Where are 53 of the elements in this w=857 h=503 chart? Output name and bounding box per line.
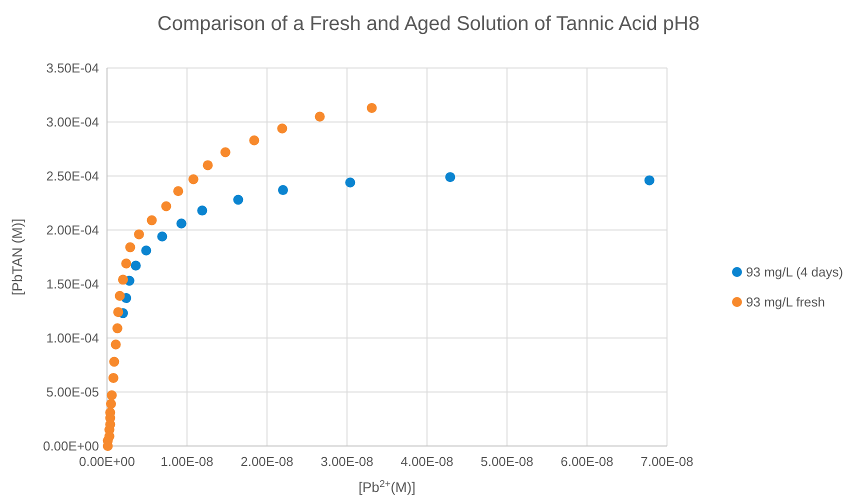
x-axis-title: [Pb$^{2+}$(M)] [358, 478, 416, 495]
y-tick-label: 3.50E-04 [46, 60, 99, 76]
point [644, 175, 654, 186]
point [366, 102, 377, 113]
point [173, 186, 184, 196]
point [202, 160, 213, 170]
y-tick-label: 5.00E-05 [46, 384, 99, 400]
x-tick-label: 2.00E-08 [240, 454, 294, 469]
y-tick-label: 0.00E+00 [42, 438, 99, 454]
legend-label: 93 mg/L (4 days) [746, 264, 844, 280]
x-tick-label: 6.00E-08 [560, 454, 614, 469]
y-axis-title: [PbTAN (M)] [9, 218, 25, 296]
point [108, 372, 118, 383]
point [345, 177, 356, 188]
x-tick-label: 4.00E-08 [400, 454, 454, 469]
x-tick-label: 7.00E-08 [640, 454, 694, 469]
point [110, 339, 121, 350]
point [278, 185, 288, 196]
point [106, 390, 117, 400]
y-tick-label: 2.00E-04 [46, 222, 99, 238]
point [146, 215, 157, 226]
point [220, 147, 230, 158]
y-tick-label: 2.50E-04 [46, 168, 99, 184]
point [249, 135, 260, 146]
y-tick-label: 3.00E-04 [46, 114, 99, 130]
point [125, 242, 136, 252]
x-tick-label: 0.00E+00 [78, 454, 136, 469]
point [109, 356, 120, 367]
point [188, 174, 198, 184]
point [233, 194, 244, 205]
point [130, 260, 141, 271]
point [445, 172, 456, 182]
y-tick-label: 1.50E-04 [46, 276, 99, 292]
legend-label: 93 mg/L fresh [746, 294, 826, 310]
point [118, 274, 128, 285]
y-tick-label: 1.00E-04 [46, 330, 99, 346]
x-tick-label: 3.00E-08 [320, 454, 374, 469]
point [114, 290, 125, 301]
point [157, 231, 168, 242]
point [134, 229, 144, 240]
point [197, 206, 208, 216]
x-tick-label: 5.00E-08 [480, 454, 534, 469]
x-tick-label: 1.00E-08 [160, 454, 214, 469]
point [277, 123, 288, 134]
point [121, 258, 132, 268]
point [161, 201, 172, 212]
point [113, 307, 124, 318]
point [112, 323, 122, 334]
point [106, 398, 116, 409]
point [176, 218, 186, 229]
point [314, 112, 325, 122]
point [141, 246, 152, 256]
chart-title: Comparison of a Fresh and Aged Solution of Tannic Acid pH8 [157, 13, 700, 35]
